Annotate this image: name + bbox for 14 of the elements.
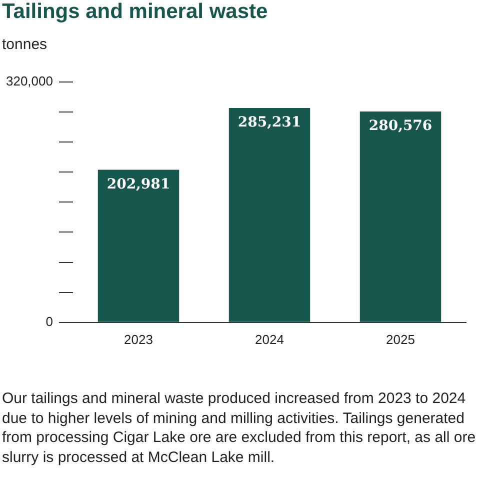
x-tick-label: 2023 [124,332,153,347]
bar [228,108,310,322]
x-tick-label: 2025 [386,332,415,347]
bar [98,170,180,322]
bar [360,111,442,322]
text: Our tailings and mineral waste produced increased from 2023 to 2024 due to higher levels of mining and milling activities. Tailings generated from processing Cigar Lake ore are excluded from this report, as all ore slurry is processed at McClean Lake mill. [2,389,477,467]
chart-title: Tailings and mineral waste [2,0,268,24]
y-tick-label: 320,000 [6,73,53,88]
data-label: 202,981 [106,176,170,192]
data-label: 280,576 [368,118,432,134]
y-axis-title: tonnes [2,36,48,53]
y-tick-label: 0 [46,314,53,329]
data-label: 285,231 [238,114,302,131]
x-tick-label: 2024 [255,332,284,347]
